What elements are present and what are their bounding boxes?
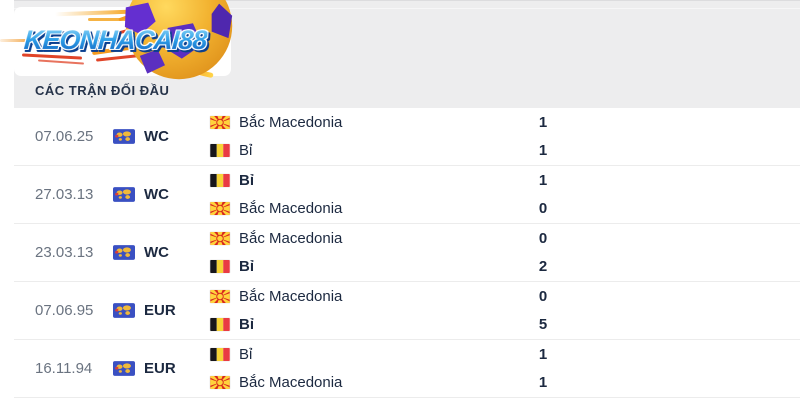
competition-label: WC bbox=[144, 186, 169, 203]
team-score: 1 bbox=[538, 346, 548, 363]
competition-label: WC bbox=[144, 128, 169, 145]
team-score: 0 bbox=[538, 288, 548, 305]
team-line: Bắc Macedonia 0 bbox=[210, 284, 800, 309]
competition: WC bbox=[113, 128, 210, 145]
teams-cell: Bỉ 1 Bắc Macedonia 1 bbox=[210, 342, 800, 395]
team-score: 5 bbox=[538, 316, 548, 333]
teams-cell: Bắc Macedonia 0 Bỉ 2 bbox=[210, 226, 800, 279]
belgium-flag-icon bbox=[210, 174, 230, 187]
competition: WC bbox=[113, 186, 210, 203]
north-macedonia-flag-icon bbox=[210, 116, 230, 129]
team-line: Bỉ 1 bbox=[210, 342, 800, 367]
belgium-flag-icon bbox=[210, 318, 230, 331]
north-macedonia-flag-icon bbox=[210, 376, 230, 389]
match-row[interactable]: 07.06.25 WC Bắc Macedonia 1 Bỉ 1 bbox=[14, 108, 800, 166]
team-line: Bỉ 1 bbox=[210, 168, 800, 193]
team-name: Bắc Macedonia bbox=[239, 374, 343, 391]
team-name: Bắc Macedonia bbox=[239, 114, 343, 131]
team-score: 1 bbox=[538, 172, 548, 189]
match-date: 16.11.94 bbox=[35, 360, 93, 377]
world-map-icon bbox=[113, 303, 135, 318]
world-map-icon bbox=[113, 361, 135, 376]
team-line: Bỉ 1 bbox=[210, 138, 800, 163]
match-row[interactable]: 23.03.13 WC Bắc Macedonia 0 Bỉ 2 bbox=[14, 224, 800, 282]
competition-label: EUR bbox=[144, 302, 176, 319]
team-name: Bắc Macedonia bbox=[239, 288, 343, 305]
competition-label: EUR bbox=[144, 360, 176, 377]
team-line: Bỉ 2 bbox=[210, 254, 800, 279]
match-date: 23.03.13 bbox=[35, 244, 94, 261]
header-band-divider bbox=[14, 8, 800, 9]
team-line: Bắc Macedonia 0 bbox=[210, 226, 800, 251]
teams-cell: Bỉ 1 Bắc Macedonia 0 bbox=[210, 168, 800, 221]
belgium-flag-icon bbox=[210, 260, 230, 273]
section-title: CÁC TRẬN ĐỐI ĐẦU bbox=[35, 83, 170, 98]
world-map-icon bbox=[113, 129, 135, 144]
team-name: Bỉ bbox=[239, 142, 253, 159]
match-row[interactable]: 16.11.94 EUR Bỉ 1 Bắc Macedonia 1 bbox=[14, 340, 800, 398]
team-line: Bắc Macedonia 0 bbox=[210, 196, 800, 221]
team-score: 1 bbox=[538, 114, 548, 131]
team-score: 0 bbox=[538, 200, 548, 217]
team-name: Bắc Macedonia bbox=[239, 200, 343, 217]
teams-cell: Bắc Macedonia 0 Bỉ 5 bbox=[210, 284, 800, 337]
match-row[interactable]: 07.06.95 EUR Bắc Macedonia 0 Bỉ 5 bbox=[14, 282, 800, 340]
world-map-icon bbox=[113, 245, 135, 260]
match-date: 27.03.13 bbox=[35, 186, 94, 203]
team-score: 1 bbox=[538, 142, 548, 159]
team-line: Bỉ 5 bbox=[210, 312, 800, 337]
belgium-flag-icon bbox=[210, 348, 230, 361]
north-macedonia-flag-icon bbox=[210, 202, 230, 215]
team-name: Bỉ bbox=[239, 346, 253, 363]
team-name: Bỉ bbox=[239, 316, 254, 333]
team-line: Bắc Macedonia 1 bbox=[210, 370, 800, 395]
team-name: Bắc Macedonia bbox=[239, 230, 343, 247]
competition: EUR bbox=[113, 360, 210, 377]
teams-cell: Bắc Macedonia 1 Bỉ 1 bbox=[210, 110, 800, 163]
north-macedonia-flag-icon bbox=[210, 290, 230, 303]
competition: WC bbox=[113, 244, 210, 261]
world-map-icon bbox=[113, 187, 135, 202]
match-date: 07.06.25 bbox=[35, 128, 94, 145]
team-name: Bỉ bbox=[239, 258, 254, 275]
head-to-head-table: 07.06.25 WC Bắc Macedonia 1 Bỉ 1 27.03.1… bbox=[14, 108, 800, 398]
north-macedonia-flag-icon bbox=[210, 232, 230, 245]
competition-label: WC bbox=[144, 244, 169, 261]
match-date: 07.06.95 bbox=[35, 302, 94, 319]
team-score: 1 bbox=[538, 374, 548, 391]
belgium-flag-icon bbox=[210, 144, 230, 157]
team-line: Bắc Macedonia 1 bbox=[210, 110, 800, 135]
logo-card bbox=[14, 7, 231, 76]
competition: EUR bbox=[113, 302, 210, 319]
team-score: 0 bbox=[538, 230, 548, 247]
match-row[interactable]: 27.03.13 WC Bỉ 1 Bắc Macedonia 0 bbox=[14, 166, 800, 224]
team-name: Bỉ bbox=[239, 172, 254, 189]
team-score: 2 bbox=[538, 258, 548, 275]
